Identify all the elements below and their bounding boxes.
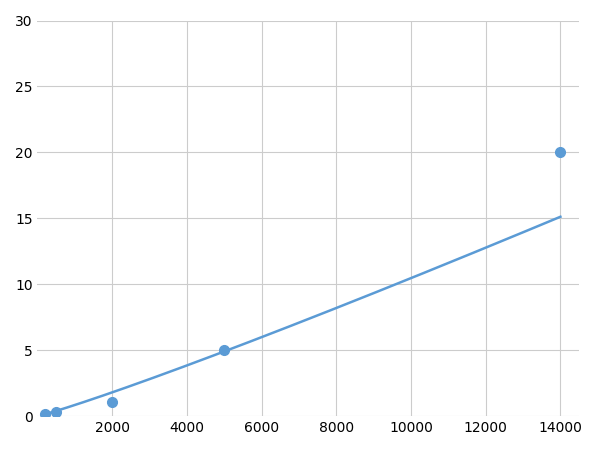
Point — [107, 398, 117, 405]
Point — [220, 346, 229, 354]
Point — [52, 408, 61, 415]
Point — [556, 149, 565, 156]
Point — [40, 410, 50, 417]
